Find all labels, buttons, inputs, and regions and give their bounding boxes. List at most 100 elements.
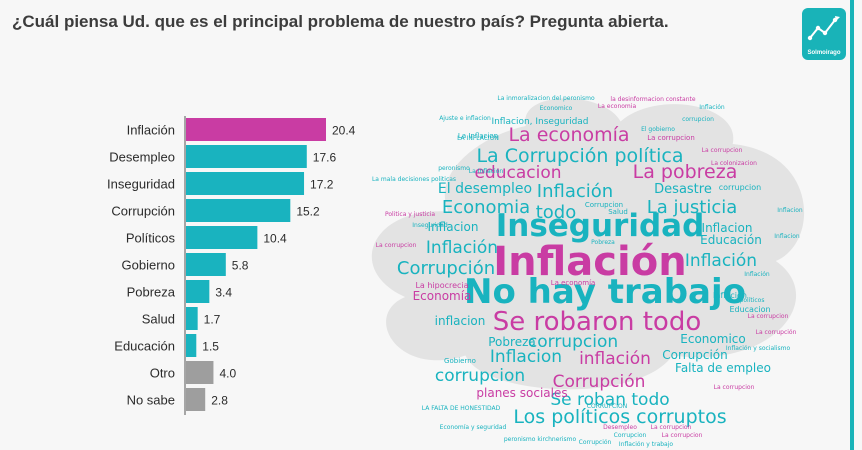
page-title: ¿Cuál piensa Ud. que es el principal pro…: [12, 12, 669, 31]
word-cloud-word: Inflación: [744, 271, 770, 278]
word-cloud-word: La corrupcion: [702, 147, 743, 154]
bar-chart: Inflación 20.4 Desempleo 17.6 Inseguridad 17.…: [107, 116, 356, 415]
word-cloud-word: Inflacion: [428, 220, 479, 234]
word-cloud-word: La mala decisiones politicas: [372, 176, 456, 183]
word-cloud-word: La pobreza: [633, 161, 738, 183]
value-label: 15.2: [296, 205, 320, 219]
word-cloud-word: Economía y seguridad: [440, 424, 507, 431]
word-cloud-word: Economía: [413, 289, 472, 303]
category-label: Inflación: [127, 123, 175, 138]
word-cloud-word: La hipocrecia: [415, 281, 468, 290]
word-cloud-word: La corrupcion: [662, 432, 703, 439]
word-cloud-word: corrupcion: [682, 116, 714, 123]
word-cloud-word: La corrupcion: [376, 242, 417, 249]
word-cloud-word: LA FALTA DE HONESTIDAD: [422, 405, 501, 412]
bar: [186, 307, 198, 330]
word-cloud-word: Desempleo: [603, 424, 637, 431]
bar: [186, 118, 326, 141]
word-cloud-word: Inflación: [493, 239, 686, 285]
line-chart-icon: [807, 16, 840, 41]
category-label: Desempleo: [109, 150, 175, 165]
bar: [186, 334, 197, 357]
word-cloud-word: CORRUPCION: [587, 403, 627, 410]
word-cloud-word: Corrupción: [662, 348, 727, 362]
word-cloud-word: Corrupción: [579, 439, 612, 446]
word-cloud-word: peronismo: [438, 165, 470, 172]
bar: [186, 172, 305, 195]
word-cloud-word: La corrupcion: [651, 424, 692, 431]
word-cloud-word: Educacion: [729, 305, 770, 314]
category-label: Corrupción: [111, 204, 175, 219]
word-cloud-word: Inflación: [699, 104, 725, 111]
value-label: 5.8: [232, 259, 249, 273]
word-cloud-word: La economia: [598, 103, 637, 110]
word-cloud-word: la desinformacion constante: [610, 96, 695, 103]
word-cloud-word: La inmoralizacion del peronismo: [497, 95, 595, 102]
bar: [186, 280, 210, 303]
word-cloud-word: Inflacion: [777, 207, 803, 214]
word-cloud-word: La corrupcion: [714, 384, 755, 391]
word-cloud-word: Inseguridad: [412, 222, 448, 229]
word-cloud-word: La economía: [551, 279, 596, 287]
value-label: 3.4: [215, 286, 232, 300]
word-cloud-word: Educación: [700, 233, 762, 247]
value-label: 10.4: [263, 232, 287, 246]
word-cloud-word: Inflacion: [490, 347, 562, 367]
word-cloud-word: El desempleo: [438, 181, 532, 197]
word-cloud-word: La corrupción: [756, 329, 797, 336]
word-cloud-word: La colonizacion: [711, 160, 757, 167]
word-cloud-word: Inflación: [426, 238, 498, 258]
brand-logo-text: Solmoirago: [807, 50, 841, 56]
word-cloud-word: La economía: [508, 124, 629, 146]
word-cloud-word: Politica y justicia: [385, 211, 435, 218]
word-cloud-word: Corrupción: [553, 372, 646, 392]
accent-line: [850, 0, 854, 450]
word-cloud-word: Inseguridad: [496, 208, 705, 244]
word-cloud-word: La corrupcion: [647, 134, 695, 142]
value-label: 17.6: [313, 151, 337, 165]
word-cloud-word: La Corrupción política: [476, 145, 683, 167]
category-label: Políticos: [126, 231, 176, 246]
word-cloud-word: Economia: [442, 197, 530, 218]
category-label: Gobierno: [122, 258, 175, 273]
word-cloud-word: La Inflacion: [458, 132, 498, 140]
brand-logo: Solmoirago: [802, 8, 846, 60]
category-label: No sabe: [127, 393, 175, 408]
bar: [186, 253, 226, 276]
word-cloud-word: Inflación: [537, 181, 613, 202]
word-cloud-word: Inflacion: [774, 233, 800, 240]
word-cloud-word: inflación: [579, 349, 651, 369]
word-cloud-word: Inflación: [713, 290, 747, 300]
word-cloud-word: Corrupcion: [614, 432, 647, 439]
word-cloud-word: Falta de empleo: [675, 361, 771, 375]
word-cloud-word: Se roban todo: [550, 390, 669, 410]
value-label: 20.4: [332, 124, 356, 138]
category-label: Pobreza: [127, 285, 176, 300]
word-cloud-word: Corrupción: [397, 258, 495, 279]
word-cloud-word: Pobreza: [488, 335, 535, 349]
value-label: 17.2: [310, 178, 334, 192]
word-cloud-word: planes sociales: [476, 386, 567, 400]
word-cloud-word: LA INFLACION: [457, 135, 499, 142]
category-label: Salud: [142, 312, 175, 327]
word-cloud-word: Los políticos corruptos: [513, 406, 726, 428]
word-cloud-background: [371, 98, 805, 390]
word-cloud-word: inflacion: [435, 314, 486, 328]
bar: [186, 145, 307, 168]
value-label: 4.0: [219, 367, 236, 381]
category-label: Inseguridad: [107, 177, 175, 192]
bar: [186, 388, 206, 411]
word-cloud-word: corrupcion: [719, 183, 761, 192]
value-label: 1.7: [204, 313, 221, 327]
word-cloud-word: todo: [536, 202, 577, 223]
value-label: 2.8: [211, 394, 228, 408]
category-label: Otro: [150, 366, 175, 381]
value-label: 1.5: [202, 340, 219, 354]
word-cloud-word: Economico: [540, 105, 573, 112]
word-cloud-word: Desastre: [654, 182, 712, 197]
category-label: Educación: [114, 339, 175, 354]
word-cloud-word: Ajuste e inflacion: [439, 115, 491, 122]
word-cloud-word: Pobreza: [591, 239, 615, 246]
word-cloud-word: Inflación: [685, 251, 757, 271]
word-cloud-word: Inflacion, Inseguridad: [491, 117, 588, 127]
